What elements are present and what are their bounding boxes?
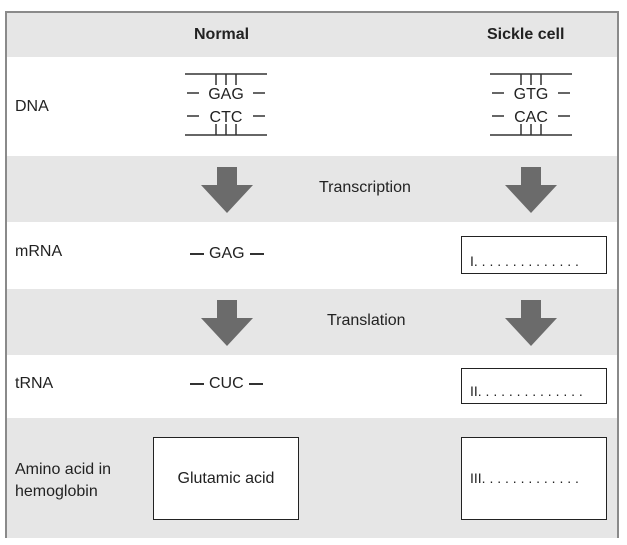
dna-sickle-bottom: CAC: [514, 109, 548, 126]
answer-box-2[interactable]: II. . . . . . . . . . . . . .: [461, 368, 607, 404]
translation-label: Translation: [327, 312, 406, 329]
answer-box-3[interactable]: III. . . . . . . . . . . . .: [461, 437, 607, 520]
arrow-down-icon: [201, 300, 253, 346]
arrow-down-icon: [505, 167, 557, 213]
dna-normal-top: GAG: [208, 86, 244, 103]
amino-acid-normal-box: Glutamic acid: [153, 437, 299, 520]
row-label-amino-acid: Amino acid in hemoglobin: [15, 461, 112, 500]
bond-dash: [249, 253, 264, 255]
header-normal: Normal: [194, 26, 250, 43]
diagram-frame: Normal Sickle cell DNA mRNA tRNA Amino a…: [5, 11, 619, 538]
dna-normal-diagram: GAG CTC: [185, 73, 267, 136]
header-sickle-cell: Sickle cell: [487, 26, 565, 43]
row-label-trna: tRNA: [15, 375, 54, 392]
dna-sickle-top: GTG: [514, 86, 549, 103]
row-label-dna: DNA: [15, 98, 49, 115]
mrna-normal: GAG: [185, 245, 269, 263]
trna-normal: CUC: [185, 375, 268, 393]
row-label-mrna: mRNA: [15, 243, 63, 260]
arrow-down-icon: [201, 167, 253, 213]
dna-normal-bottom: CTC: [210, 109, 243, 126]
bond-dash: [248, 383, 263, 385]
trna-normal-anticodon: CUC: [209, 375, 244, 392]
answer-box-1[interactable]: I. . . . . . . . . . . . . .: [461, 236, 607, 274]
bond-dash: [190, 253, 204, 255]
arrow-down-icon: [505, 300, 557, 346]
mrna-normal-codon: GAG: [209, 245, 245, 262]
bond-dash: [190, 383, 204, 385]
transcription-label: Transcription: [319, 179, 411, 196]
answer-box-2-text: II. . . . . . . . . . . . . .: [470, 383, 583, 399]
header-band: [7, 13, 617, 57]
dna-sickle-diagram: GTG CAC: [490, 73, 572, 136]
answer-box-1-text: I. . . . . . . . . . . . . .: [470, 253, 579, 269]
answer-box-3-text: III. . . . . . . . . . . . .: [470, 470, 579, 486]
